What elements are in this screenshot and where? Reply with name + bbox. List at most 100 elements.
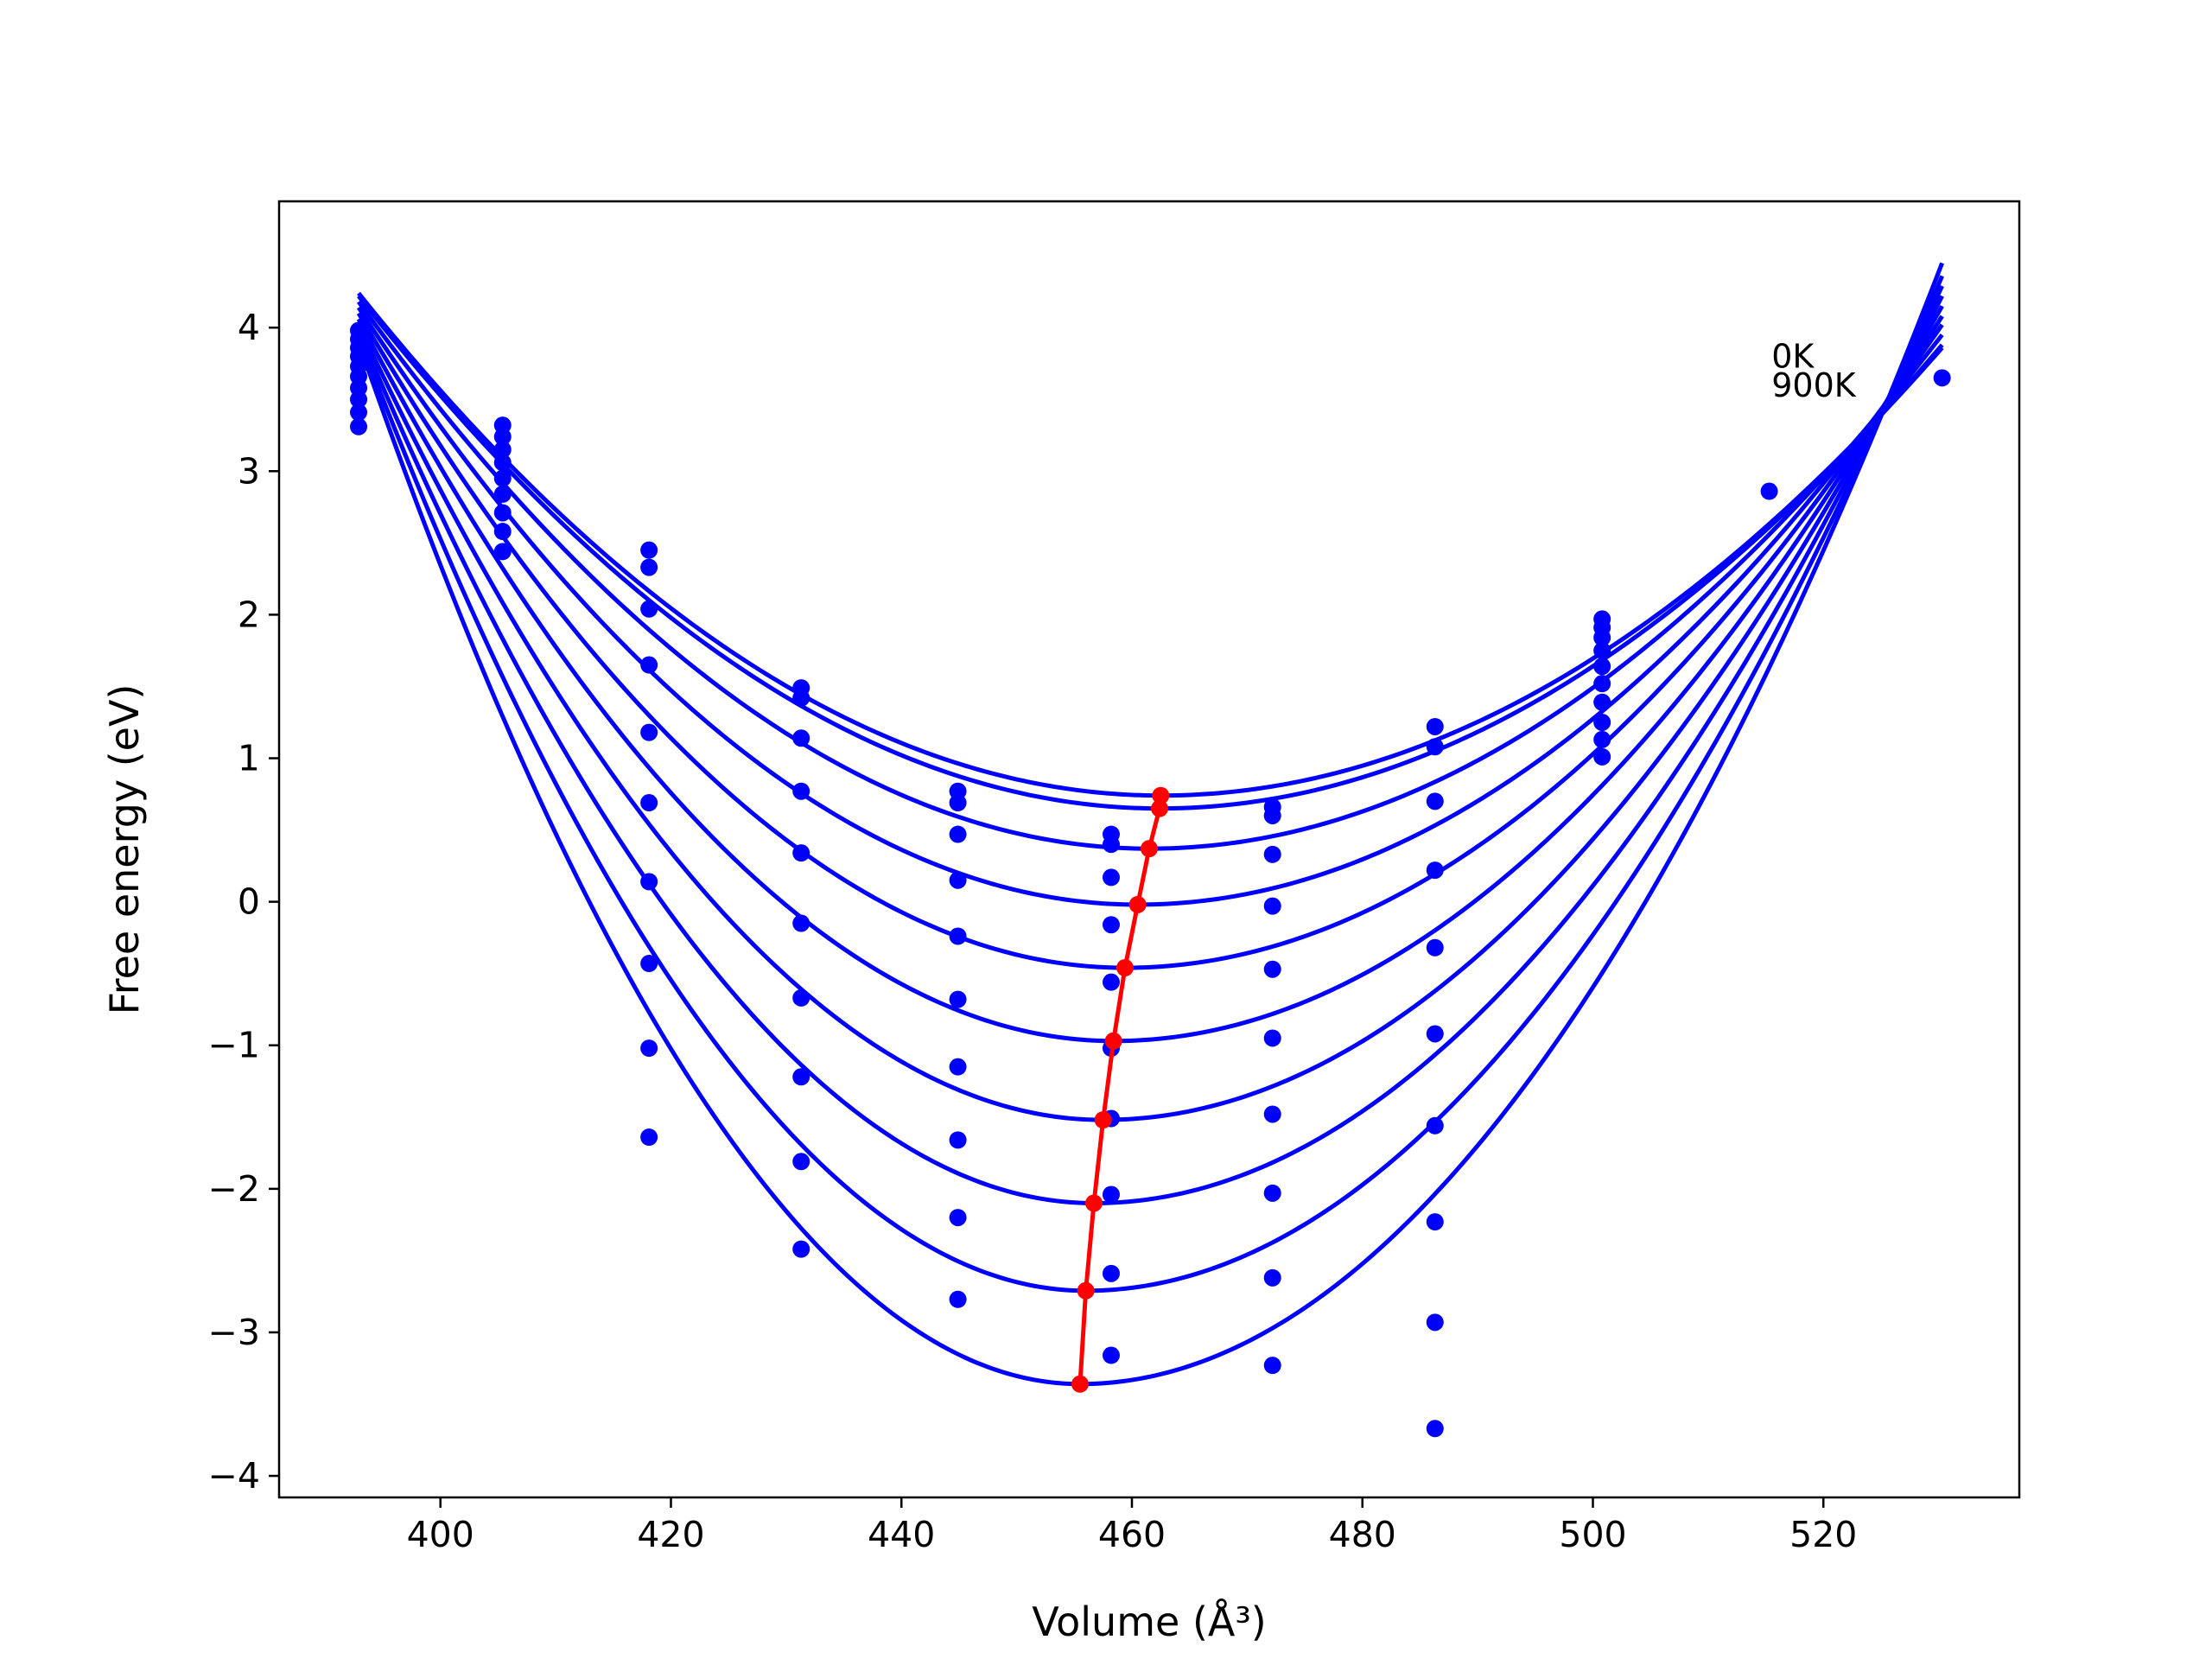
equilibrium-point-0 <box>1152 786 1170 804</box>
y-tick-label-2: −2 <box>208 1168 260 1210</box>
data-point-53 <box>1102 973 1120 991</box>
data-point-36 <box>792 1068 810 1086</box>
data-point-73 <box>1426 938 1444 957</box>
data-point-11 <box>493 428 512 446</box>
y-tick-label-5: 1 <box>238 738 260 779</box>
equilibrium-point-2 <box>1141 840 1158 858</box>
x-tick-label-500: 500 <box>1559 1514 1626 1555</box>
data-point-47 <box>949 1209 967 1227</box>
data-point-72 <box>1426 861 1444 880</box>
fit-curve-6 <box>356 295 1944 1122</box>
fit-curve-5 <box>356 305 1944 1044</box>
fit-curve-3 <box>356 306 1944 907</box>
y-tick-label-6: 2 <box>238 594 260 635</box>
data-point-40 <box>949 794 967 812</box>
equilibrium-point-1 <box>1151 799 1169 817</box>
data-point-57 <box>1102 1264 1120 1282</box>
data-point-63 <box>1263 960 1281 978</box>
data-point-62 <box>1263 897 1281 915</box>
data-point-78 <box>1426 1420 1444 1438</box>
data-point-32 <box>792 782 810 800</box>
data-point-23 <box>640 723 658 741</box>
data-point-67 <box>1263 1268 1281 1287</box>
data-point-89 <box>1760 482 1778 500</box>
x-tick-label-480: 480 <box>1329 1514 1396 1555</box>
y-tick-label-7: 3 <box>238 450 260 492</box>
data-point-14 <box>493 469 512 487</box>
data-point-37 <box>792 1153 810 1171</box>
equilibrium-point-5 <box>1104 1032 1122 1050</box>
fit-curve-7 <box>356 284 1944 1205</box>
data-point-84 <box>1593 675 1611 693</box>
x-tick-label-520: 520 <box>1789 1514 1857 1555</box>
data-point-35 <box>792 988 810 1007</box>
y-tick-label-8: 4 <box>238 307 260 348</box>
data-point-90 <box>1933 369 1951 387</box>
data-point-71 <box>1426 792 1444 810</box>
fit-curve-4 <box>356 312 1944 970</box>
equilibrium-point-3 <box>1128 895 1147 913</box>
data-point-45 <box>949 1058 967 1076</box>
data-points <box>350 321 1951 1438</box>
fit-curve-8 <box>356 275 1944 1294</box>
data-point-15 <box>493 485 512 503</box>
y-tick-label-3: −1 <box>208 1025 260 1066</box>
data-point-12 <box>493 441 512 459</box>
equilibrium-point-9 <box>1071 1375 1089 1393</box>
data-point-43 <box>949 927 967 945</box>
data-point-77 <box>1426 1313 1444 1332</box>
y-tick-label-0: −4 <box>208 1455 260 1497</box>
y-tick-label-4: 0 <box>238 881 260 923</box>
equilibrium-point-6 <box>1094 1111 1112 1129</box>
data-point-82 <box>1593 641 1611 659</box>
plot-frame <box>277 200 2021 1499</box>
data-point-42 <box>949 871 967 889</box>
data-point-17 <box>493 523 512 541</box>
x-tick-label-420: 420 <box>637 1514 704 1555</box>
data-point-38 <box>792 1240 810 1258</box>
equilibrium-point-4 <box>1116 959 1134 977</box>
data-point-44 <box>949 990 967 1008</box>
x-tick-label-400: 400 <box>407 1514 474 1555</box>
data-point-24 <box>640 794 658 812</box>
data-point-48 <box>949 1290 967 1308</box>
data-point-28 <box>640 1128 658 1147</box>
data-point-76 <box>1426 1213 1444 1231</box>
data-point-13 <box>493 454 512 472</box>
data-point-50 <box>1102 836 1120 854</box>
data-point-66 <box>1263 1184 1281 1202</box>
data-point-33 <box>792 844 810 862</box>
y-tick-label-1: −3 <box>208 1312 260 1353</box>
x-tick-label-440: 440 <box>868 1514 935 1555</box>
data-point-8 <box>350 404 368 422</box>
data-point-19 <box>640 541 658 559</box>
equilibrium-point-8 <box>1077 1281 1095 1300</box>
equilibrium-line <box>1077 795 1163 1384</box>
data-point-56 <box>1102 1185 1120 1204</box>
annotation-0: 0K <box>1771 338 1815 376</box>
data-point-70 <box>1426 738 1444 756</box>
data-point-9 <box>350 417 368 435</box>
data-point-65 <box>1263 1105 1281 1123</box>
annotation-1: 900K <box>1771 366 1857 404</box>
x-tick-label-460: 460 <box>1098 1514 1166 1555</box>
data-point-85 <box>1593 693 1611 711</box>
data-point-88 <box>1593 747 1611 766</box>
data-point-87 <box>1593 730 1611 748</box>
data-point-27 <box>640 1039 658 1058</box>
data-point-68 <box>1263 1357 1281 1375</box>
data-point-22 <box>640 656 658 674</box>
data-point-81 <box>1593 628 1611 646</box>
x-axis-label: Volume (Å³) <box>1032 1599 1267 1645</box>
fit-curve-9 <box>356 262 1944 1387</box>
data-point-69 <box>1426 717 1444 735</box>
data-point-25 <box>640 873 658 891</box>
equilibrium-volume-line <box>1071 786 1170 1393</box>
data-point-41 <box>949 825 967 843</box>
data-point-46 <box>949 1131 967 1149</box>
data-point-34 <box>792 914 810 932</box>
data-point-74 <box>1426 1025 1444 1043</box>
data-point-61 <box>1263 845 1281 863</box>
